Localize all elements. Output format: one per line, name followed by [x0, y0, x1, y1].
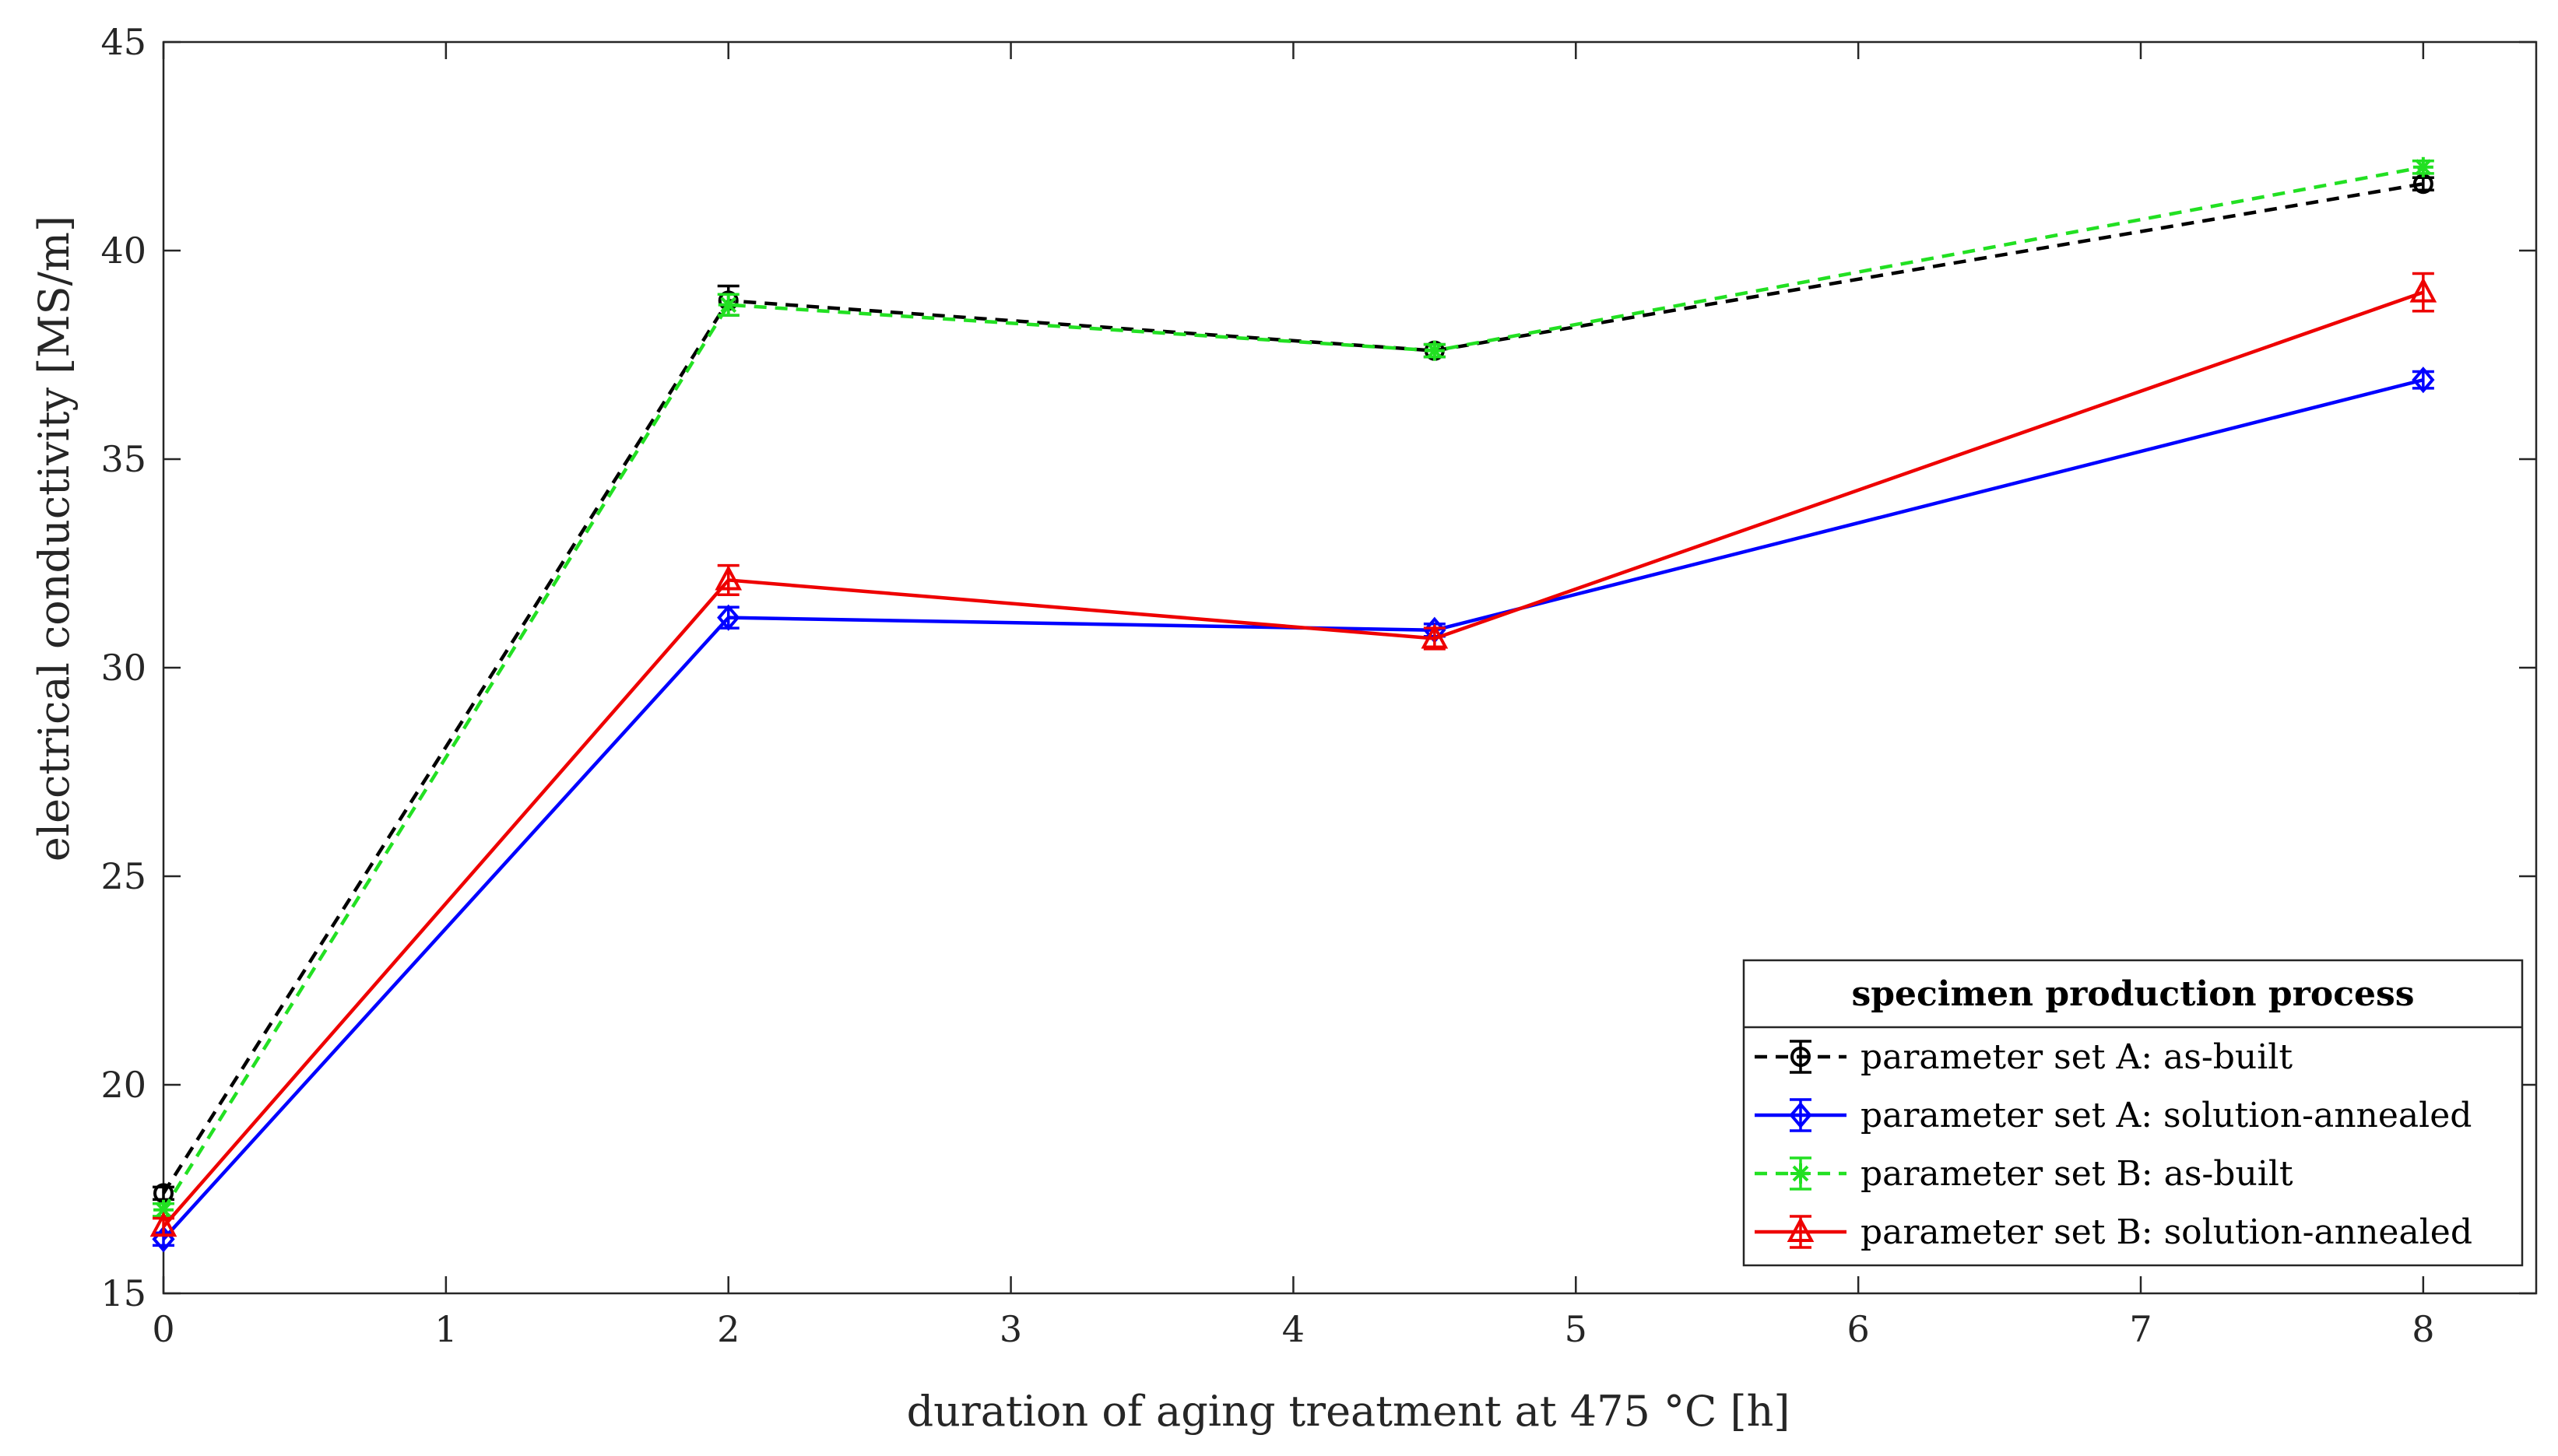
- legend-label: parameter set B: solution-annealed: [1861, 1212, 2472, 1252]
- legend-item: parameter set A: as-built: [1755, 1037, 2293, 1077]
- data-point: [715, 565, 743, 591]
- x-tick-label: 8: [2412, 1308, 2434, 1350]
- data-point: [717, 604, 740, 631]
- legend-label: parameter set A: solution-annealed: [1861, 1096, 2472, 1135]
- legend-marker: [1790, 1047, 1811, 1067]
- error-bar: [2412, 370, 2434, 390]
- legend-marker: [1787, 1216, 1815, 1242]
- y-tick-label: 40: [100, 230, 146, 272]
- y-tick-label: 25: [100, 855, 146, 897]
- legend-title: specimen production process: [1851, 974, 2414, 1014]
- legend-item: parameter set B: solution-annealed: [1755, 1212, 2472, 1252]
- legend-box: [1742, 959, 2524, 1267]
- series-line: [162, 165, 2424, 1211]
- legend-item: parameter set A: solution-annealed: [1755, 1096, 2472, 1135]
- x-tick-label: 7: [2129, 1308, 2152, 1350]
- series-4: [149, 272, 2437, 1237]
- data-point: [149, 1212, 177, 1237]
- data-point: [1421, 623, 1449, 649]
- y-tick-label: 20: [100, 1064, 146, 1106]
- series-line: [162, 290, 2424, 1228]
- x-tick-label: 2: [717, 1308, 740, 1350]
- y-tick-label: 45: [100, 21, 146, 63]
- x-axis-title: duration of aging treatment at 475 °C [h…: [907, 1387, 1790, 1436]
- error-bar: [1790, 1040, 1811, 1074]
- legend-item: parameter set B: as-built: [1755, 1154, 2293, 1194]
- x-tick-label: 5: [1565, 1308, 1587, 1350]
- data-point: [1424, 340, 1445, 361]
- y-tick-label: 30: [100, 647, 146, 689]
- data-point: [2412, 367, 2435, 394]
- data-point: [718, 294, 739, 315]
- series-line: [162, 377, 2424, 1240]
- legend-marker: [1790, 1163, 1811, 1184]
- x-tick-label: 1: [434, 1308, 457, 1350]
- data-point: [2409, 277, 2437, 303]
- x-tick-label: 3: [1000, 1308, 1022, 1350]
- x-tick-label: 0: [152, 1308, 174, 1350]
- y-tick-label: 15: [100, 1272, 146, 1314]
- legend-marker: [1789, 1101, 1812, 1129]
- data-point: [2412, 156, 2433, 177]
- y-tick-label: 35: [100, 438, 146, 480]
- y-axis-title: electrical conductivity [MS/m]: [30, 216, 79, 861]
- series-line: [162, 182, 2424, 1195]
- legend: specimen production process parameter set…: [1742, 959, 2524, 1267]
- plot-series: [149, 156, 2437, 1253]
- x-tick-label: 6: [1847, 1308, 1870, 1350]
- legend-label: parameter set B: as-built: [1861, 1154, 2293, 1194]
- x-tick-label: 4: [1282, 1308, 1305, 1350]
- legend-label: parameter set A: as-built: [1861, 1037, 2293, 1077]
